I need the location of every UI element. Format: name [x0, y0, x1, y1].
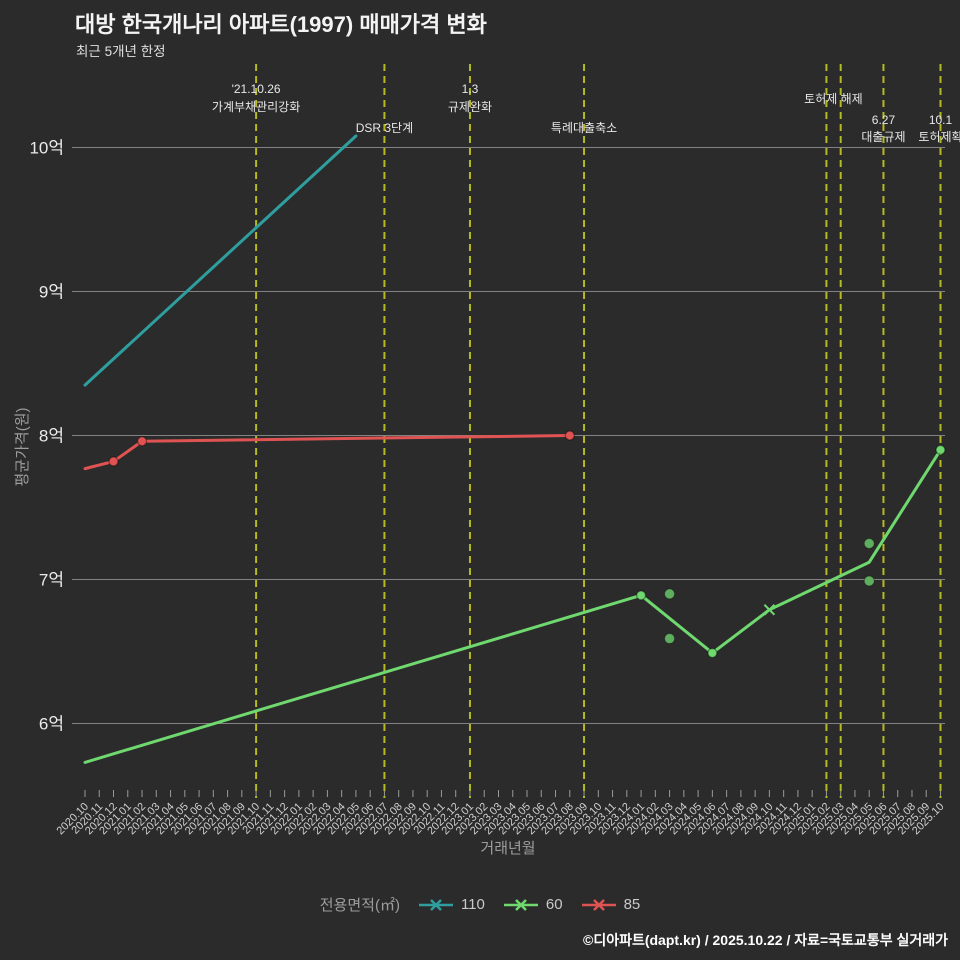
data-point-x[interactable] [763, 604, 776, 616]
y-tick-label: 8억 [39, 427, 64, 446]
event-annotation: 10.1 [929, 113, 953, 127]
legend-item-60[interactable]: 60 [503, 896, 563, 913]
scatter-point[interactable] [863, 538, 875, 549]
page-title: 대방 한국개나리 아파트(1997) 매매가격 변화 [75, 12, 487, 37]
legend: 전용면적(㎡) 110 60 85 [0, 894, 960, 915]
legend-line-x-marker-icon [418, 898, 453, 911]
legend-item-85[interactable]: 85 [581, 896, 641, 913]
event-annotation: 토허제 해제 [804, 92, 863, 106]
y-axis-title: 평균가격(원) [14, 408, 31, 487]
legend-label: 110 [460, 896, 485, 913]
legend-label: 60 [545, 896, 563, 913]
price-line-chart[interactable]: 6억7억8억9억10억2020.102020.112020.122021.012… [0, 0, 960, 888]
event-annotation: 가계부채관리강화 [212, 100, 300, 114]
legend-line-x-marker-icon [503, 898, 538, 911]
event-annotation: DSR 3단계 [356, 121, 413, 135]
y-tick-label: 6억 [39, 715, 64, 734]
series-line-110[interactable] [83, 134, 358, 387]
event-annotation: 특례대출축소 [551, 121, 617, 135]
scatter-point[interactable] [664, 588, 676, 600]
data-point-dot[interactable] [707, 647, 718, 659]
scatter-point[interactable] [863, 575, 875, 587]
data-point-dot[interactable] [564, 430, 576, 441]
page-subtitle: 최근 5개년 한정 [76, 44, 166, 59]
y-tick-label: 9억 [39, 283, 64, 302]
event-annotation: '21.10.26 [232, 82, 281, 96]
event-annotation: 규제완화 [448, 100, 492, 114]
data-point-dot[interactable] [136, 436, 148, 447]
legend-label: 85 [623, 896, 641, 913]
event-annotation: 대출규제 [861, 130, 905, 144]
footer-credit: ©디아파트(dapt.kr) / 2025.10.22 / 자료=국토교통부 실… [583, 932, 948, 948]
data-point-dot[interactable] [635, 590, 647, 601]
data-point-dot[interactable] [935, 444, 946, 456]
y-tick-label: 10억 [29, 139, 64, 158]
event-annotation: 토허제확 [918, 130, 960, 144]
y-tick-label: 7억 [39, 571, 64, 590]
scatter-point[interactable] [664, 633, 676, 645]
data-point-dot[interactable] [108, 456, 119, 467]
series-line-60[interactable] [83, 448, 942, 764]
series-line-85[interactable] [83, 434, 572, 471]
x-axis-title: 거래년월 [480, 840, 535, 857]
legend-item-110[interactable]: 110 [418, 896, 485, 913]
event-annotation: 1.3 [462, 82, 479, 96]
event-annotation: 6.27 [872, 113, 896, 127]
legend-title: 전용면적(㎡) [319, 897, 400, 914]
legend-line-x-marker-icon [581, 898, 616, 911]
